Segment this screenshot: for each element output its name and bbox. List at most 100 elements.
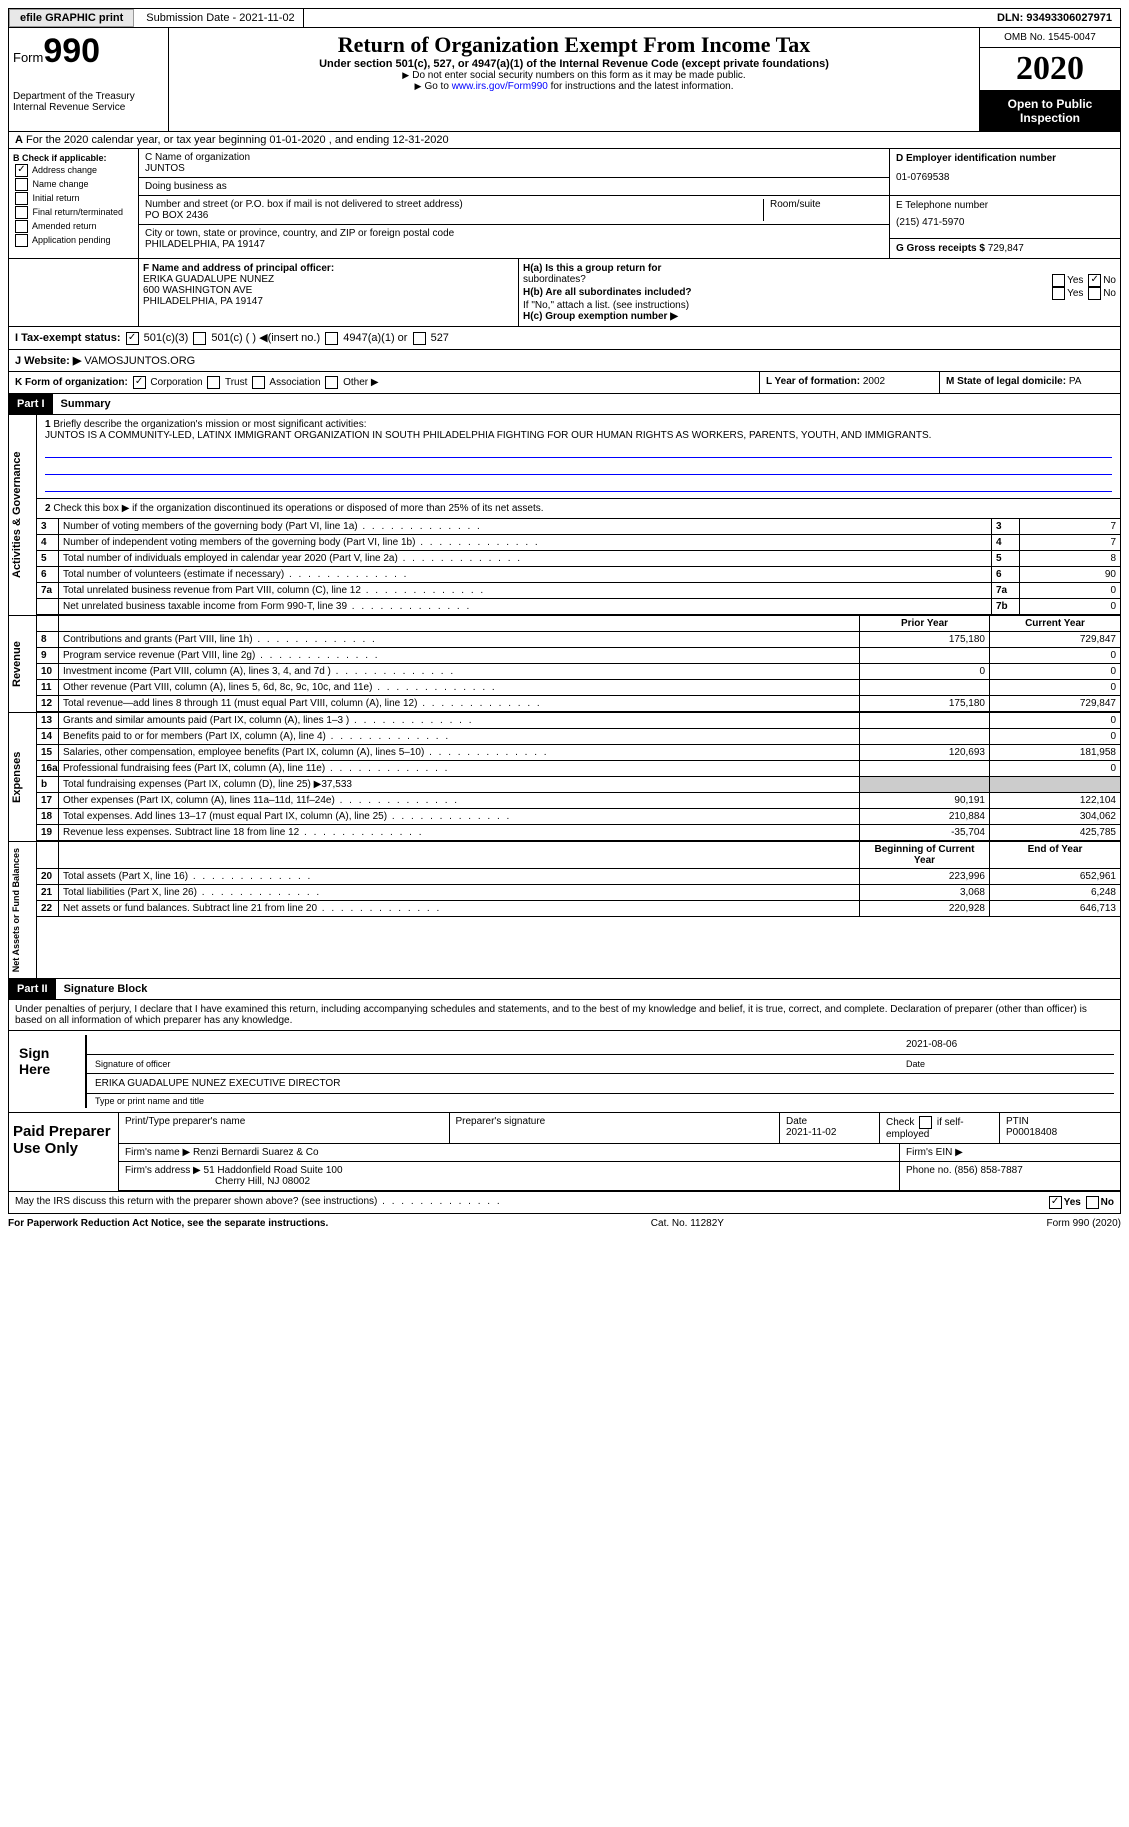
dba-label: Doing business as	[145, 181, 883, 192]
col-b-checkboxes: B Check if applicable: Address change Na…	[9, 149, 139, 258]
table-row: 14Benefits paid to or for members (Part …	[37, 729, 1120, 745]
expenses-section: Expenses 13Grants and similar amounts pa…	[8, 713, 1121, 842]
irs-label: Internal Revenue Service	[13, 102, 164, 113]
firm-name: Renzi Bernardi Suarez & Co	[193, 1147, 319, 1158]
expenses-tab: Expenses	[9, 713, 37, 841]
table-row: 16aProfessional fundraising fees (Part I…	[37, 761, 1120, 777]
table-row: 3Number of voting members of the governi…	[37, 519, 1120, 535]
checkbox-application-pending[interactable]: Application pending	[13, 234, 134, 247]
gross-value: 729,847	[988, 243, 1024, 254]
col-d-ids: D Employer identification number01-07695…	[890, 149, 1120, 258]
tax-status-option[interactable]: 527	[411, 332, 449, 344]
discuss-no-checkbox[interactable]	[1086, 1196, 1099, 1209]
form-title: Return of Organization Exempt From Incom…	[173, 32, 975, 58]
state-domicile: PA	[1069, 376, 1082, 387]
table-row: 17Other expenses (Part IX, column (A), l…	[37, 793, 1120, 809]
table-row: Net unrelated business taxable income fr…	[37, 599, 1120, 615]
ha-no-checkbox[interactable]	[1088, 274, 1101, 287]
hb-no-checkbox[interactable]	[1088, 287, 1101, 300]
table-row: 20Total assets (Part X, line 16)223,9966…	[37, 869, 1120, 885]
table-row: 12Total revenue—add lines 8 through 11 (…	[37, 696, 1120, 712]
beginning-year-header: Beginning of Current Year	[860, 842, 990, 868]
checkbox-final-return-terminated[interactable]: Final return/terminated	[13, 206, 134, 219]
checkbox-initial-return[interactable]: Initial return	[13, 192, 134, 205]
netassets-section: Net Assets or Fund Balances Beginning of…	[8, 842, 1121, 979]
tel-value: (215) 471-5970	[896, 211, 1114, 234]
org-city: PHILADELPHIA, PA 19147	[145, 239, 883, 250]
checkbox-name-change[interactable]: Name change	[13, 178, 134, 191]
irs-link[interactable]: www.irs.gov/Form990	[452, 81, 548, 92]
year-formation: 2002	[863, 376, 885, 387]
table-row: 8Contributions and grants (Part VIII, li…	[37, 632, 1120, 648]
officer-name: ERIKA GUADALUPE NUNEZ EXECUTIVE DIRECTOR	[95, 1078, 906, 1089]
form-org-option[interactable]: Other ▶	[323, 377, 378, 388]
table-row: 6Total number of volunteers (estimate if…	[37, 567, 1120, 583]
table-row: 22Net assets or fund balances. Subtract …	[37, 901, 1120, 917]
section-fh: F Name and address of principal officer:…	[8, 259, 1121, 327]
section-bcd: B Check if applicable: Address change Na…	[8, 149, 1121, 259]
ein-value: 01-0769538	[896, 164, 1114, 191]
table-row: 10Investment income (Part VIII, column (…	[37, 664, 1120, 680]
name-label: C Name of organization	[145, 152, 883, 163]
checkbox-amended-return[interactable]: Amended return	[13, 220, 134, 233]
dln: DLN: 93493306027971	[989, 9, 1120, 27]
efile-print-button[interactable]: efile GRAPHIC print	[9, 9, 134, 27]
tax-year: 2020	[980, 48, 1120, 91]
table-row: 7aTotal unrelated business revenue from …	[37, 583, 1120, 599]
table-row: 9Program service revenue (Part VIII, lin…	[37, 648, 1120, 664]
current-year-header: Current Year	[990, 616, 1120, 631]
form-number: Form990	[13, 32, 164, 71]
self-employed-checkbox[interactable]	[919, 1116, 932, 1129]
ein-label: D Employer identification number	[896, 153, 1056, 164]
col-c-orginfo: C Name of organizationJUNTOS Doing busin…	[139, 149, 890, 258]
hb-yes-checkbox[interactable]	[1052, 287, 1065, 300]
prior-year-header: Prior Year	[860, 616, 990, 631]
table-row: bTotal fundraising expenses (Part IX, co…	[37, 777, 1120, 793]
part2-header: Part IISignature Block	[8, 979, 1121, 1000]
website-value: VAMOSJUNTOS.ORG	[84, 355, 195, 367]
ptin: P00018408	[1006, 1127, 1057, 1138]
section-j: J Website: ▶ VAMOSJUNTOS.ORG	[8, 350, 1121, 372]
table-row: 11Other revenue (Part VIII, column (A), …	[37, 680, 1120, 696]
checkbox-address-change[interactable]: Address change	[13, 164, 134, 177]
tax-status-option[interactable]: 4947(a)(1) or	[323, 332, 410, 344]
section-a: A For the 2020 calendar year, or tax yea…	[8, 132, 1121, 149]
addr-label: Number and street (or P.O. box if mail i…	[145, 199, 763, 210]
end-year-header: End of Year	[990, 842, 1120, 868]
omb-number: OMB No. 1545-0047	[980, 28, 1120, 48]
form-org-option[interactable]: Corporation	[131, 377, 206, 388]
governance-tab: Activities & Governance	[9, 415, 37, 615]
note-ssn: Do not enter social security numbers on …	[173, 70, 975, 81]
city-label: City or town, state or province, country…	[145, 228, 883, 239]
org-address: PO BOX 2436	[145, 210, 763, 221]
part1-header: Part ISummary	[8, 394, 1121, 415]
section-h: H(a) Is this a group return for subordin…	[519, 259, 1120, 326]
governance-section: Activities & Governance 1 Briefly descri…	[8, 415, 1121, 616]
submission-date: Submission Date - 2021-11-02	[138, 9, 303, 27]
perjury-statement: Under penalties of perjury, I declare th…	[8, 1000, 1121, 1031]
dept-treasury: Department of the Treasury	[13, 91, 164, 102]
room-label: Room/suite	[763, 199, 883, 221]
table-row: 18Total expenses. Add lines 13–17 (must …	[37, 809, 1120, 825]
org-name: JUNTOS	[145, 163, 883, 174]
form-subtitle: Under section 501(c), 527, or 4947(a)(1)…	[173, 58, 975, 70]
discuss-row: May the IRS discuss this return with the…	[8, 1192, 1121, 1214]
prep-date: 2021-11-02	[786, 1127, 836, 1138]
tax-status-option[interactable]: 501(c)(3)	[124, 332, 192, 344]
tax-status-option[interactable]: 501(c) ( ) ◀(insert no.)	[191, 332, 323, 344]
form-org-option[interactable]: Association	[250, 377, 323, 388]
note-link: Go to www.irs.gov/Form990 for instructio…	[173, 81, 975, 92]
sig-date: 2021-08-06	[906, 1039, 1106, 1050]
table-row: 4Number of independent voting members of…	[37, 535, 1120, 551]
ha-yes-checkbox[interactable]	[1052, 274, 1065, 287]
section-klm: K Form of organization: Corporation Trus…	[8, 372, 1121, 394]
sign-here: Sign Here 2021-08-06 Signature of office…	[8, 1031, 1121, 1113]
revenue-tab: Revenue	[9, 616, 37, 712]
paid-preparer: Paid Preparer Use Only Print/Type prepar…	[8, 1113, 1121, 1192]
open-inspection: Open to Public Inspection	[980, 91, 1120, 131]
form-org-option[interactable]: Trust	[205, 377, 250, 388]
section-i: I Tax-exempt status: 501(c)(3) 501(c) ( …	[8, 327, 1121, 350]
discuss-yes-checkbox[interactable]	[1049, 1196, 1062, 1209]
table-row: 13Grants and similar amounts paid (Part …	[37, 713, 1120, 729]
table-row: 21Total liabilities (Part X, line 26)3,0…	[37, 885, 1120, 901]
